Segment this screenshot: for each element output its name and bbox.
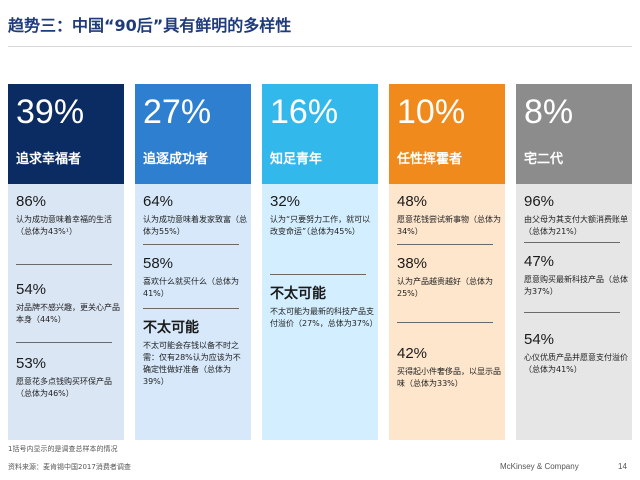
stat-value: 42% [397,345,428,362]
stat-value: 32% [270,193,301,210]
stat-value: 64% [143,193,174,210]
stat-description: 不太可能为最新的科技产品支付溢价（27%，总体为37%） [270,307,378,328]
stat-item: 不太可能 不太可能为最新的科技产品支付溢价（27%，总体为37%） [270,284,378,330]
stat-value: 不太可能 [143,320,199,336]
segment-share: 16% [270,93,339,131]
stat-description: 认为成功意味着发家致富（总体为55%） [143,215,247,236]
page-number: 14 [618,462,627,471]
stat-value: 38% [397,255,428,272]
stat-divider [16,342,112,343]
stat-value: 47% [524,253,555,270]
stat-item: 48% 愿意花钱尝试新事物（总体为34%） [397,192,501,238]
stat-description: 喜欢什么就买什么（总体为41%） [143,277,239,298]
segment-column-content-youth: 16% 知足青年 32% 认为“只要努力工作，就可以改变命运”（总体为45%） … [262,84,378,440]
stat-item: 64% 认为成功意味着发家致富（总体为55%） [143,192,247,238]
stat-item: 38% 认为产品越贵越好（总体为25%） [397,254,501,300]
segments-grid: 39% 追求幸福者 86% 认为成功意味着幸福的生活（总体为43%¹） 54% … [8,84,632,440]
segment-header: 16% 知足青年 [262,84,378,184]
stat-item: 86% 认为成功意味着幸福的生活（总体为43%¹） [16,192,120,238]
segment-header: 8% 宅二代 [516,84,632,184]
stat-item: 42% 买得起小件奢侈品，以显示品味（总体为33%） [397,344,501,390]
footnote: 1括号内显示的是调查总样本的情况 [8,445,118,453]
segment-label: 知足青年 [270,152,323,167]
stat-item: 不太可能 不太可能会存钱以备不时之需：仅有28%认为应该为不确定性做好准备（总体… [143,318,247,388]
stat-description: 对品牌不感兴趣，更关心产品本身（44%） [16,303,120,324]
stat-divider [397,244,493,245]
stat-description: 由父母为其支付大额消费账单（总体为21%） [524,215,628,236]
stat-divider [270,274,366,275]
stat-description: 愿意购买最新科技产品（总体为37%） [524,275,628,296]
segment-body: 86% 认为成功意味着幸福的生活（总体为43%¹） 54% 对品牌不感兴趣，更关… [8,184,124,440]
stat-item: 58% 喜欢什么就买什么（总体为41%） [143,254,247,300]
segment-body: 64% 认为成功意味着发家致富（总体为55%） 58% 喜欢什么就买什么（总体为… [135,184,251,440]
segment-column-success-chasers: 27% 追逐成功者 64% 认为成功意味着发家致富（总体为55%） 58% 喜欢… [135,84,251,440]
brand-label: McKinsey & Company [500,462,579,471]
segment-body: 96% 由父母为其支付大额消费账单（总体为21%） 47% 愿意购买最新科技产品… [516,184,632,440]
stat-description: 心仪优质产品并愿意支付溢价（总体为41%） [524,353,628,374]
stat-description: 愿意花多点钱购买环保产品（总体为46%） [16,377,112,398]
segment-header: 27% 追逐成功者 [135,84,251,184]
segment-label: 追逐成功者 [143,152,209,167]
stat-description: 愿意花钱尝试新事物（总体为34%） [397,215,501,236]
segment-body: 48% 愿意花钱尝试新事物（总体为34%） 38% 认为产品越贵越好（总体为25… [389,184,505,440]
segment-share: 39% [16,93,85,131]
stat-item: 47% 愿意购买最新科技产品（总体为37%） [524,252,628,298]
stat-divider [143,308,239,309]
segment-share: 27% [143,93,212,131]
stat-divider [524,242,620,243]
stat-value: 96% [524,193,555,210]
segment-header: 39% 追求幸福者 [8,84,124,184]
segment-label: 任性挥霍者 [397,152,463,167]
stat-item: 32% 认为“只要努力工作，就可以改变命运”（总体为45%） [270,192,374,238]
source-note: 资料来源：麦肯锡中国2017消费者调查 [8,463,131,471]
segment-column-second-gen-homebodies: 8% 宅二代 96% 由父母为其支付大额消费账单（总体为21%） 47% 愿意购… [516,84,632,440]
stat-value: 54% [524,331,555,348]
page-title: 趋势三：中国“90后”具有鲜明的多样性 [8,16,292,35]
stat-divider [16,264,112,265]
stat-divider [143,244,239,245]
segment-header: 10% 任性挥霍者 [389,84,505,184]
stat-divider [397,322,493,323]
title-divider [8,46,632,47]
stat-description: 认为产品越贵越好（总体为25%） [397,277,493,298]
stat-value: 不太可能 [270,286,326,302]
segment-share: 8% [524,93,574,131]
stat-value: 86% [16,193,47,210]
stat-description: 认为“只要努力工作，就可以改变命运”（总体为45%） [270,215,371,236]
segment-column-indulgent-spenders: 10% 任性挥霍者 48% 愿意花钱尝试新事物（总体为34%） 38% 认为产品… [389,84,505,440]
stat-value: 54% [16,281,47,298]
stat-value: 48% [397,193,428,210]
segment-column-happiness-seekers: 39% 追求幸福者 86% 认为成功意味着幸福的生活（总体为43%¹） 54% … [8,84,124,440]
segment-label: 追求幸福者 [16,152,82,167]
stat-description: 不太可能会存钱以备不时之需：仅有28%认为应该为不确定性做好准备（总体为39%） [143,341,241,386]
stat-item: 54% 心仪优质产品并愿意支付溢价（总体为41%） [524,330,628,376]
stat-description: 买得起小件奢侈品，以显示品味（总体为33%） [397,367,501,388]
stat-value: 58% [143,255,174,272]
stat-item: 53% 愿意花多点钱购买环保产品（总体为46%） [16,354,120,400]
stat-divider [524,312,620,313]
stat-value: 53% [16,355,47,372]
segment-share: 10% [397,93,466,131]
stat-item: 54% 对品牌不感兴趣，更关心产品本身（44%） [16,280,120,326]
segment-body: 32% 认为“只要努力工作，就可以改变命运”（总体为45%） 不太可能 不太可能… [262,184,378,440]
stat-description: 认为成功意味着幸福的生活（总体为43%¹） [16,215,112,236]
stat-item: 96% 由父母为其支付大额消费账单（总体为21%） [524,192,628,238]
segment-label: 宅二代 [524,152,564,167]
